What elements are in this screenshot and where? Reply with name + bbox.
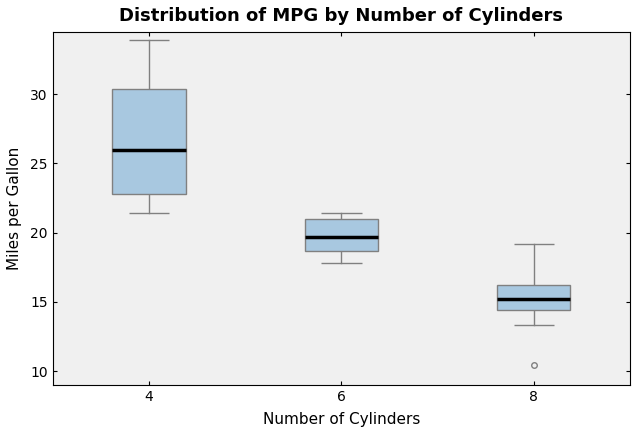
Bar: [112, 89, 185, 194]
X-axis label: Number of Cylinders: Number of Cylinders: [262, 412, 420, 427]
Title: Distribution of MPG by Number of Cylinders: Distribution of MPG by Number of Cylinde…: [119, 7, 563, 25]
Y-axis label: Miles per Gallon: Miles per Gallon: [7, 147, 22, 270]
Bar: [497, 285, 570, 310]
Bar: [305, 219, 378, 251]
